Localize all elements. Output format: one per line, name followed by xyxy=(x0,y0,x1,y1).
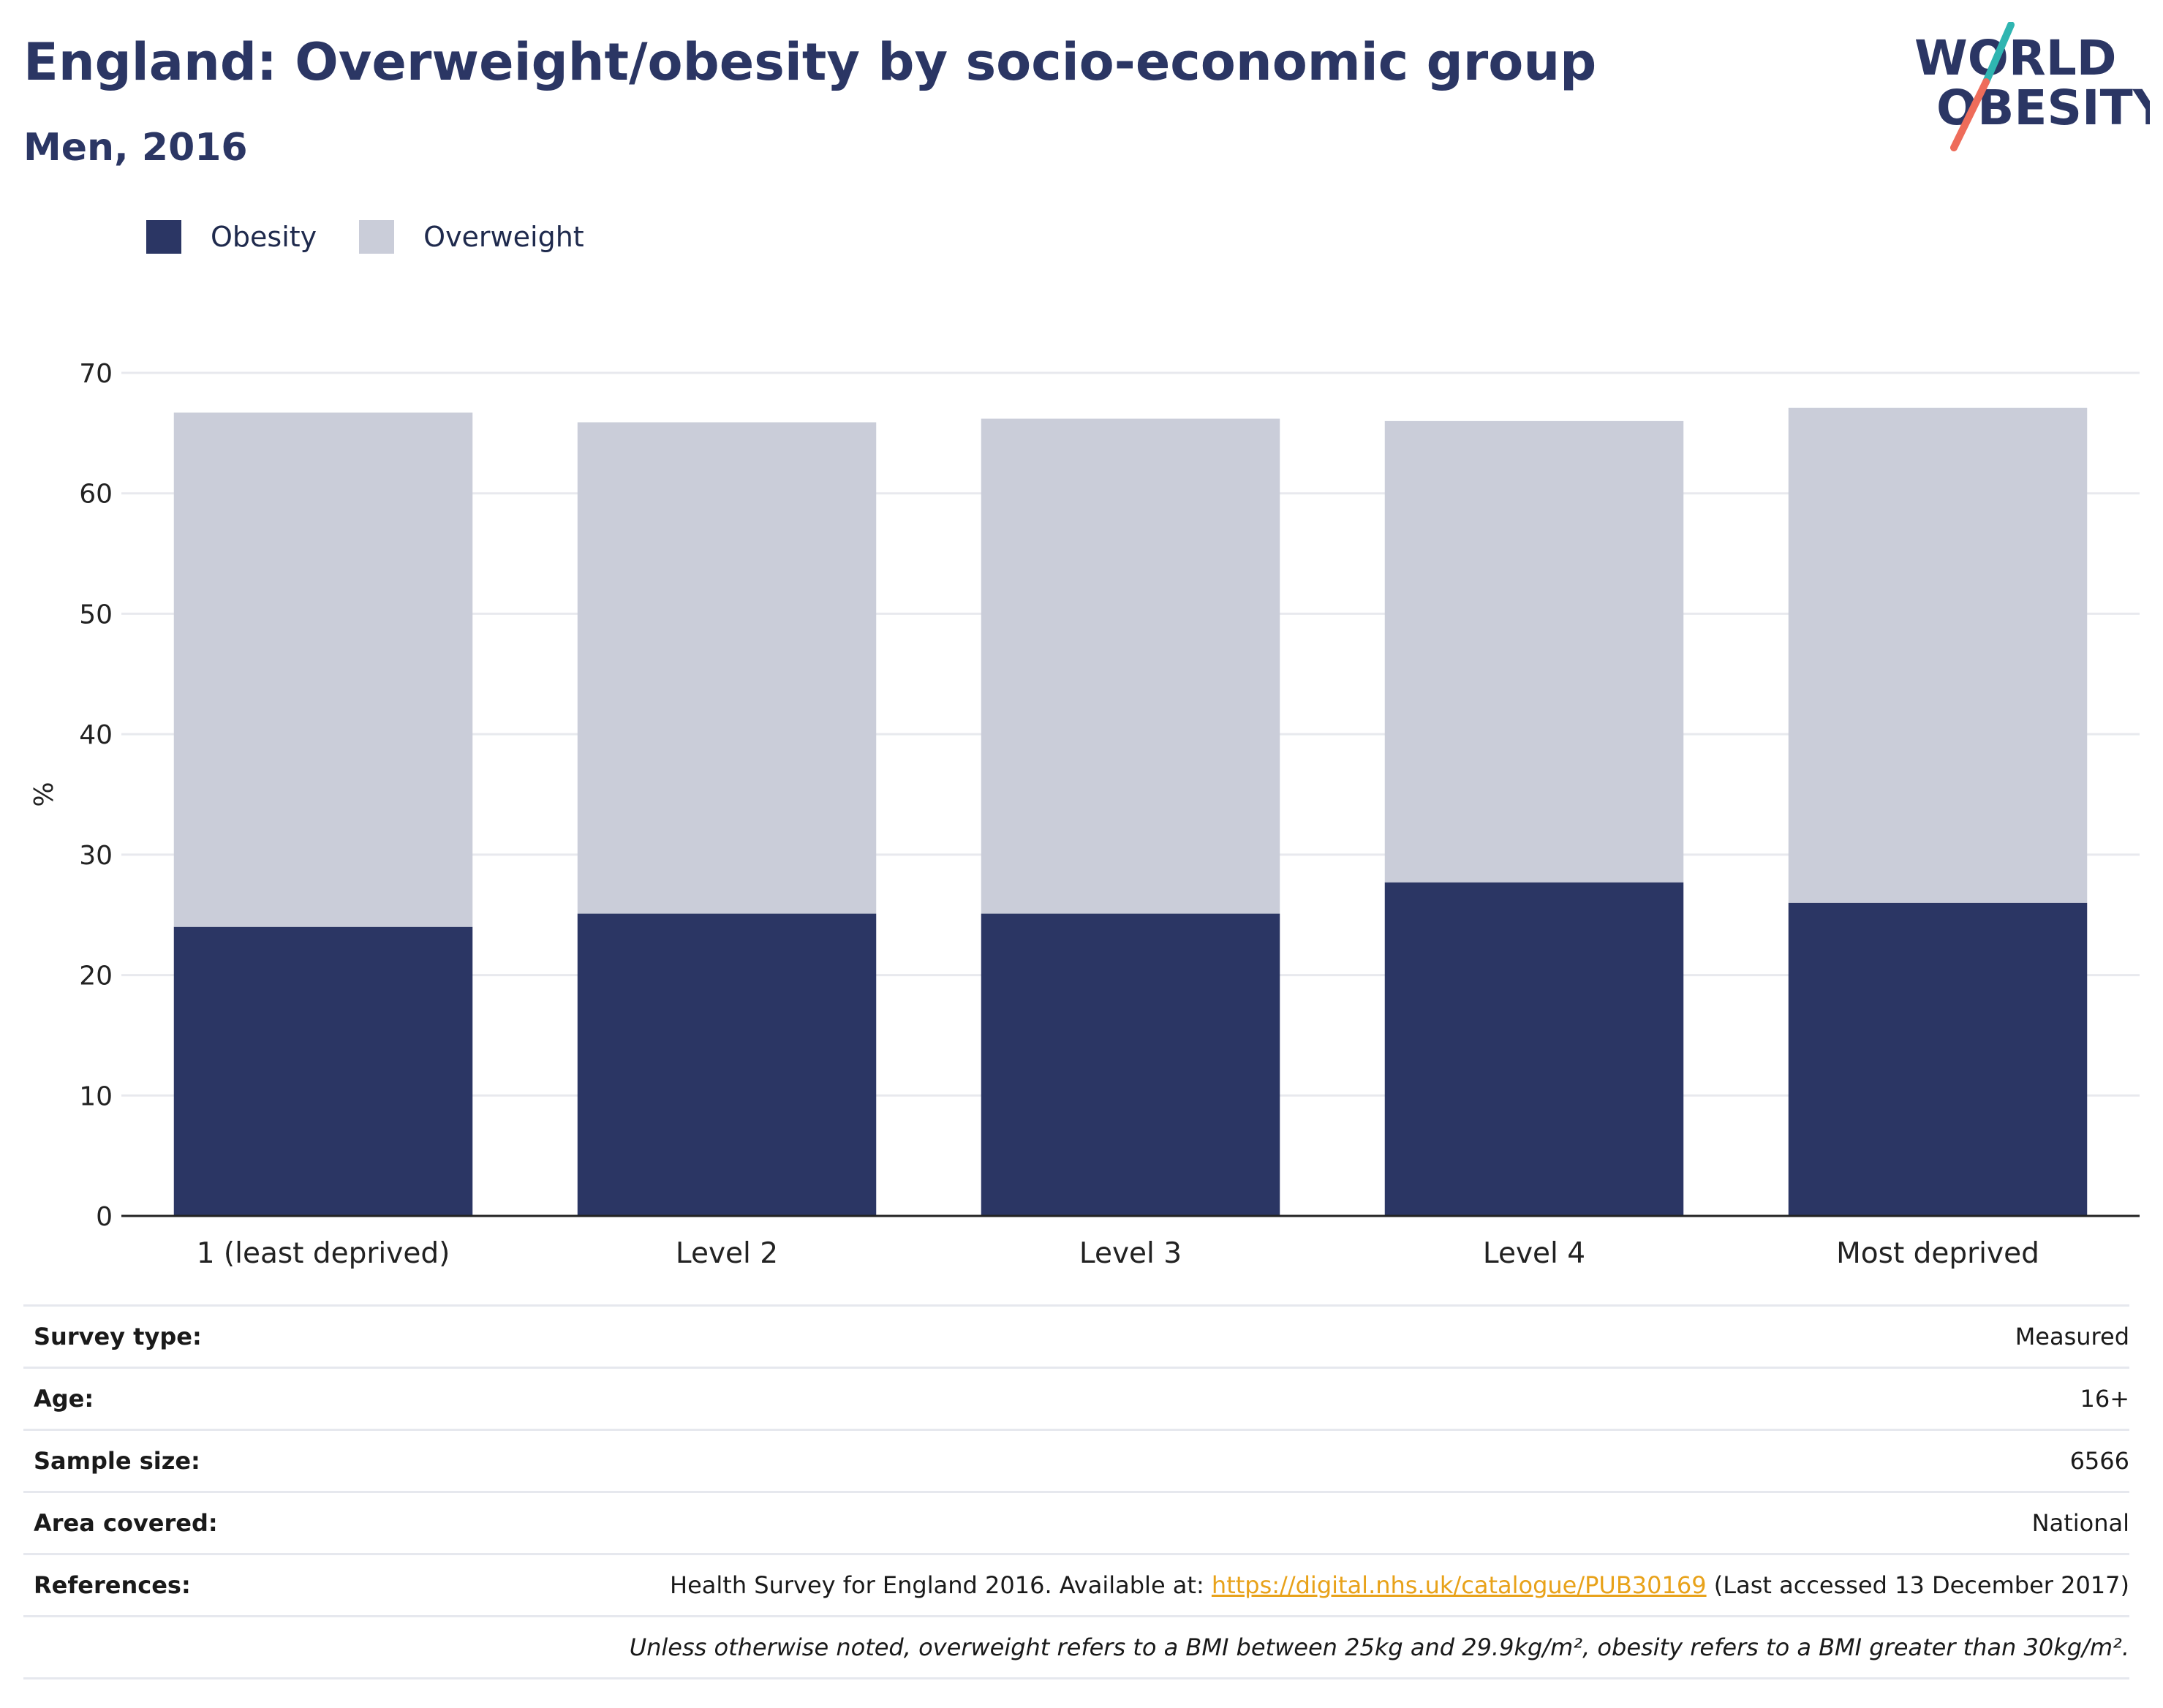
bar-overweight-5 xyxy=(1788,407,2088,903)
bar-obesity-3 xyxy=(981,913,1280,1216)
reference-link[interactable]: https://digital.nhs.uk/catalogue/PUB3016… xyxy=(1211,1571,1707,1599)
y-tick-label: 30 xyxy=(79,841,113,871)
bar-overweight-3 xyxy=(981,418,1280,914)
legend-swatch-overweight xyxy=(359,220,395,254)
y-tick-label: 20 xyxy=(79,961,113,991)
info-row-sample-size: Sample size: 6566 xyxy=(23,1429,2129,1491)
x-category-label: Level 4 xyxy=(1483,1237,1585,1270)
info-value: 6566 xyxy=(2069,1447,2129,1475)
legend-label-obesity: Obesity xyxy=(211,221,317,253)
info-key: Area covered: xyxy=(34,1509,218,1537)
info-key: Sample size: xyxy=(34,1447,200,1475)
y-tick-label: 60 xyxy=(79,480,113,510)
y-tick-label: 50 xyxy=(79,600,113,630)
y-axis-label: % xyxy=(29,782,59,806)
info-row-area-covered: Area covered: National xyxy=(23,1491,2129,1553)
x-category-label: Level 3 xyxy=(1079,1237,1182,1270)
logo-slash-coral xyxy=(1950,78,1990,151)
world-obesity-logo: WORLD OBESITY xyxy=(1914,22,2150,151)
legend-label-overweight: Overweight xyxy=(423,221,584,253)
bar-obesity-5 xyxy=(1788,902,2088,1216)
y-tick-label: 40 xyxy=(79,720,113,750)
chart-subtitle: Men, 2016 xyxy=(23,126,248,170)
x-category-label: Most deprived xyxy=(1836,1237,2039,1270)
info-key: References: xyxy=(34,1571,191,1599)
logo-line-1: WORLD xyxy=(1914,30,2117,86)
info-key: Age: xyxy=(34,1385,94,1413)
info-value: Measured xyxy=(2015,1323,2129,1350)
bar-obesity-2 xyxy=(577,913,877,1216)
info-value: National xyxy=(2031,1509,2129,1537)
reference-accessed: (Last accessed 13 December 2017) xyxy=(1706,1571,2129,1599)
bmi-definition-note: Unless otherwise noted, overweight refer… xyxy=(629,1633,2129,1661)
y-tick-label: 0 xyxy=(96,1202,113,1232)
survey-info-table: Survey type: Measured Age: 16+ Sample si… xyxy=(23,1304,2129,1679)
info-key: Survey type: xyxy=(34,1323,202,1350)
info-row-note: Unless otherwise noted, overweight refer… xyxy=(23,1615,2129,1679)
legend-swatch-obesity xyxy=(146,220,181,254)
info-row-age: Age: 16+ xyxy=(23,1367,2129,1429)
x-category-label: 1 (least deprived) xyxy=(197,1237,450,1270)
bar-obesity-1 xyxy=(173,926,473,1216)
legend-item-overweight[interactable]: Overweight xyxy=(359,220,584,254)
chart-title: England: Overweight/obesity by socio-eco… xyxy=(23,32,1597,92)
info-value: 16+ xyxy=(2080,1385,2129,1413)
x-category-label: Level 2 xyxy=(676,1237,778,1270)
references-value: Health Survey for England 2016. Availabl… xyxy=(670,1571,2129,1599)
y-tick-label: 10 xyxy=(79,1081,113,1111)
logo-slash-teal xyxy=(1982,22,2015,86)
bar-overweight-1 xyxy=(173,412,473,927)
info-row-survey-type: Survey type: Measured xyxy=(23,1304,2129,1367)
chart-legend: Obesity Overweight xyxy=(146,216,627,257)
bar-overweight-4 xyxy=(1384,420,1684,883)
reference-text: Health Survey for England 2016. Availabl… xyxy=(670,1571,1212,1599)
legend-item-obesity[interactable]: Obesity xyxy=(146,220,317,254)
bar-obesity-4 xyxy=(1384,882,1684,1216)
info-row-references: References: Health Survey for England 20… xyxy=(23,1553,2129,1615)
bar-overweight-2 xyxy=(577,422,877,914)
y-tick-label: 70 xyxy=(79,359,113,389)
stacked-bar-chart: 0 10 20 30 40 50 60 70% 1 (least deprived) Level … xyxy=(29,359,2140,1270)
